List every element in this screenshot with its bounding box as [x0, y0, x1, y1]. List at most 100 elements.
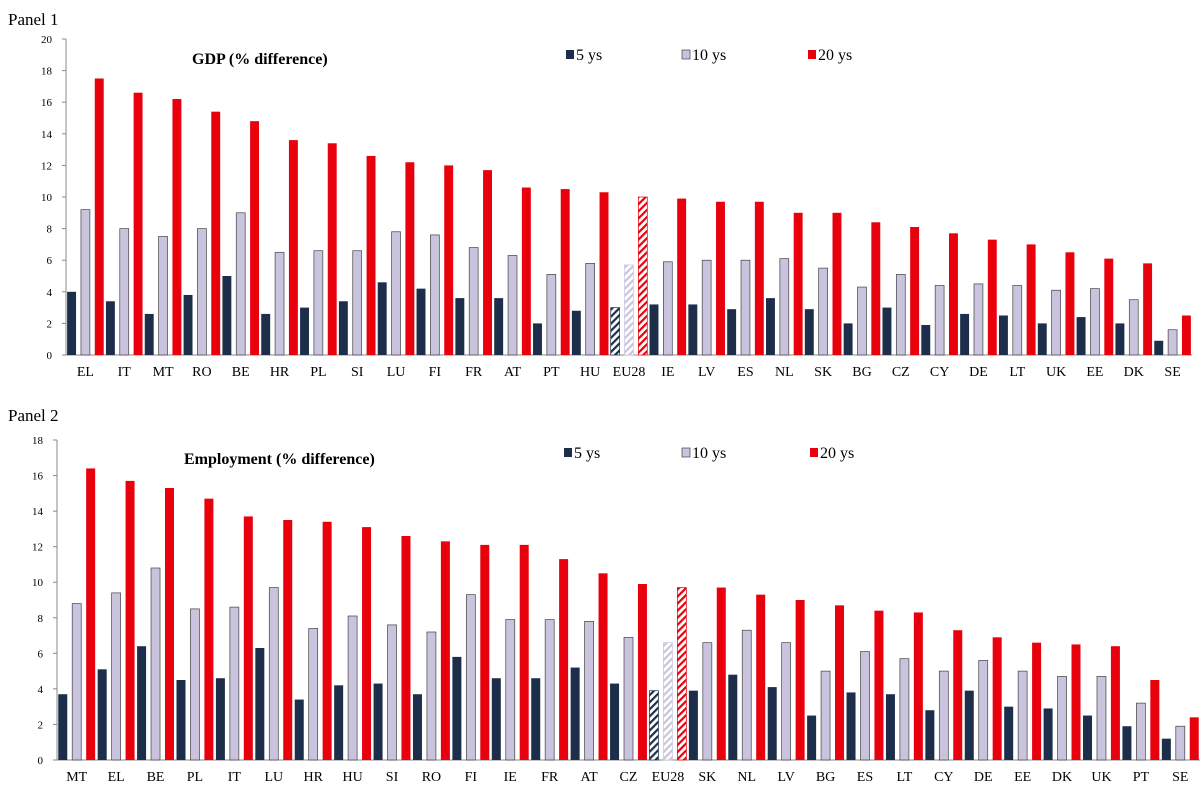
bar-pl-10ys [190, 608, 200, 761]
legend-swatch [566, 50, 574, 59]
bar-ro-5ys [412, 694, 422, 760]
bar-lu-5ys [377, 282, 387, 355]
bar-de-10ys [978, 660, 989, 761]
x-category-label: PL [310, 365, 326, 380]
bar-el-10ys [80, 209, 91, 356]
bar-lu-10ys [391, 231, 401, 356]
x-category-label: SK [814, 365, 832, 380]
x-category-label: IE [504, 770, 517, 785]
bar-fr-10ys [544, 619, 555, 761]
x-category-label: BG [852, 365, 871, 380]
x-category-label: CZ [892, 365, 910, 380]
legend-swatch [681, 447, 691, 458]
bar-cz-10ys [895, 274, 906, 356]
bar-mt-10ys [71, 603, 82, 761]
bar-hr-5ys [294, 699, 304, 760]
bar-pt-10ys [1136, 702, 1146, 761]
bar-bg-10ys [820, 670, 831, 761]
bar-ee-10ys [1017, 670, 1028, 761]
bar-fr-10ys [468, 247, 479, 356]
bar-uk-20ys [1110, 646, 1120, 760]
bar-be-10ys [235, 212, 246, 356]
bar-el-20ys [94, 78, 104, 355]
x-category-label: IE [661, 365, 674, 380]
bar-lu-20ys [405, 162, 415, 355]
bar-mt-20ys [172, 99, 182, 355]
x-category-label: LV [777, 770, 794, 785]
bar-it-20ys [133, 92, 143, 355]
bar-lv-10ys [781, 642, 792, 761]
bar-se-10ys [1175, 725, 1186, 761]
bar-it-10ys [229, 606, 240, 761]
bar-dk-20ys [1071, 644, 1081, 760]
bar-pt-5ys [533, 323, 542, 355]
x-category-label: SE [1164, 365, 1180, 380]
bar-fi-5ys [416, 288, 426, 355]
bar-ro-10ys [426, 631, 437, 761]
bar-sk-5ys [688, 690, 698, 760]
bar-lv-5ys [688, 304, 698, 355]
y-tick-label: 20 [41, 34, 53, 46]
bar-hu-20ys [362, 527, 372, 760]
x-category-label: AT [581, 770, 599, 785]
bar-hr-20ys [322, 521, 332, 760]
bar-lv-10ys [701, 259, 712, 356]
bar-sk-20ys [832, 212, 842, 355]
x-category-label: EL [108, 770, 125, 785]
x-category-label: LU [264, 770, 283, 785]
y-tick-label: 16 [41, 97, 53, 109]
x-category-label: NL [775, 365, 794, 380]
bar-es-20ys [874, 610, 884, 760]
bar-cz-20ys [910, 227, 920, 355]
panel-2-label: Panel 2 [8, 406, 59, 425]
bar-hu-10ys [347, 615, 358, 761]
bar-el-5ys [97, 669, 107, 760]
bar-ie-5ys [649, 304, 659, 355]
x-category-label: EE [1014, 770, 1031, 785]
x-category-label: FR [541, 770, 559, 785]
x-category-label: MT [153, 365, 174, 380]
bar-nl-10ys [779, 258, 790, 356]
bar-uk-5ys [1083, 715, 1093, 760]
bar-lu-5ys [255, 648, 265, 760]
x-category-label: BE [147, 770, 165, 785]
bar-pl-10ys [313, 250, 324, 356]
bar-cy-10ys [938, 670, 949, 761]
bar-it-20ys [243, 516, 253, 760]
bar-ro-20ys [440, 541, 450, 760]
bar-es-20ys [754, 201, 764, 355]
y-tick-label: 18 [41, 66, 53, 78]
x-category-label: EU28 [613, 365, 646, 380]
bar-bg-5ys [807, 715, 817, 760]
x-category-label: RO [192, 365, 211, 380]
bar-ro-10ys [197, 228, 207, 356]
x-category-label: LT [1009, 365, 1025, 380]
x-category-label: SK [698, 770, 716, 785]
x-category-label: HR [270, 365, 290, 380]
bar-uk-20ys [1065, 252, 1075, 355]
bar-eu28-5ys [649, 690, 659, 761]
bar-be-20ys [250, 121, 260, 355]
bar-ee-20ys [1104, 258, 1114, 355]
bar-eu28-20ys [638, 196, 648, 356]
bar-ee-5ys [1076, 317, 1086, 355]
bar-dk-5ys [1115, 323, 1125, 355]
x-category-label: NL [737, 770, 756, 785]
x-category-label: EL [77, 365, 94, 380]
x-category-label: SI [386, 770, 399, 785]
bar-cy-20ys [949, 233, 958, 355]
bar-lt-5ys [885, 694, 895, 760]
bar-pl-5ys [176, 680, 186, 760]
bar-es-5ys [846, 692, 856, 760]
bar-eu28-5ys [610, 307, 620, 356]
bar-se-5ys [1154, 340, 1164, 355]
bar-sk-10ys [702, 642, 713, 761]
x-category-label: IT [228, 770, 242, 785]
employment-chart: 0 2 4 6 8 10 12 14 16 18 MT EL BE PL IT LU HR HU SI RO FI IE F… [32, 435, 1200, 785]
bar-nl-5ys [766, 298, 775, 355]
x-category-label: CZ [620, 770, 638, 785]
bar-mt-5ys [144, 313, 154, 355]
bar-cy-5ys [921, 324, 931, 355]
x-category-label: MT [66, 770, 87, 785]
bar-uk-10ys [1096, 676, 1107, 761]
